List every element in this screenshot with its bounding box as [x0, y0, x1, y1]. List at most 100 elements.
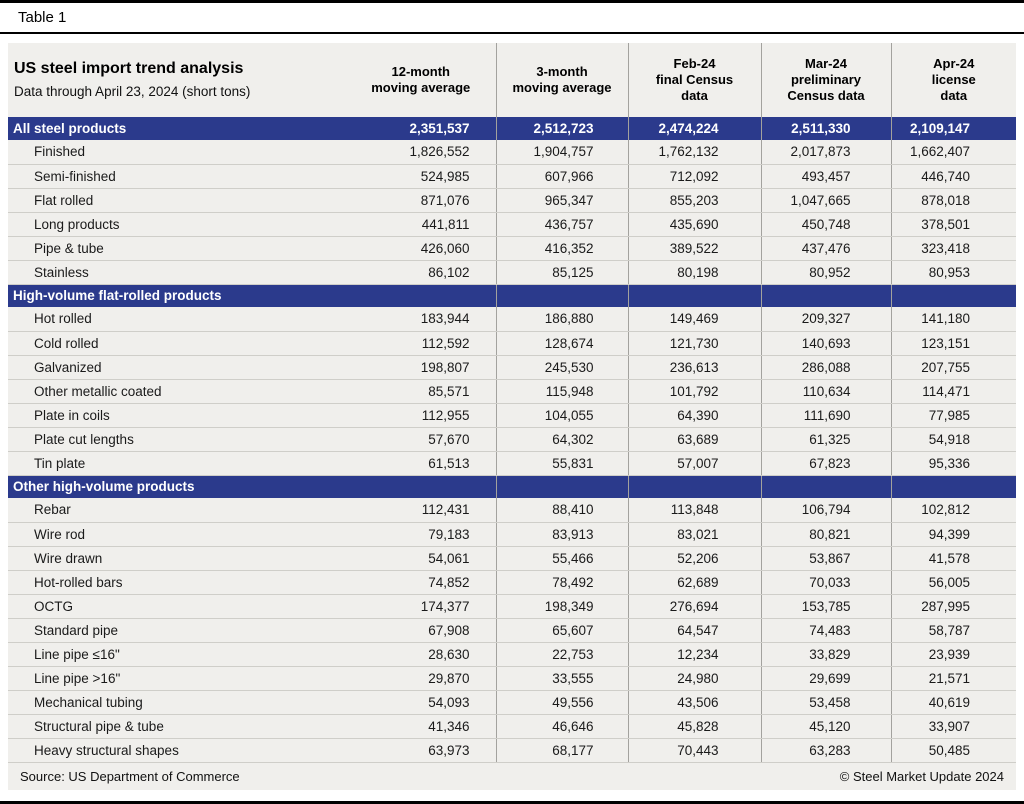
- table-row: Mechanical tubing 54,093 49,556 43,506 53,45…: [8, 690, 1016, 715]
- cell-value: 186,880: [495, 307, 628, 332]
- cell-value: 446,740: [890, 164, 1016, 189]
- cell-value: 57,007: [627, 451, 761, 476]
- cell-value: 323,418: [890, 236, 1016, 261]
- cell-value: 70,443: [627, 738, 761, 763]
- cell-value: 80,198: [627, 260, 761, 285]
- column-header-mar-24: Mar-24 preliminary Census data: [760, 43, 891, 117]
- table-row: Semi-finished 524,985 607,966 712,092 493,45…: [8, 164, 1016, 189]
- cell-value: [890, 475, 1016, 498]
- cell-value: 53,458: [760, 690, 891, 715]
- cell-value: 389,522: [627, 236, 761, 261]
- cell-value: 209,327: [760, 307, 891, 332]
- column-header-line: data: [681, 88, 708, 103]
- cell-value: [627, 284, 761, 307]
- cell-value: 55,831: [495, 451, 628, 476]
- cell-value: 79,183: [346, 522, 496, 547]
- table-row: Wire rod 79,183 83,913 83,021 80,821 94,399: [8, 522, 1016, 547]
- table-subtitle: Data through April 23, 2024 (short tons): [14, 83, 251, 99]
- cell-value: 33,829: [760, 642, 891, 667]
- cell-value: 29,870: [346, 666, 496, 691]
- cell-value: 83,913: [495, 522, 628, 547]
- cell-value: 64,302: [495, 427, 628, 452]
- row-label: Long products: [8, 212, 346, 237]
- cell-value: 153,785: [760, 594, 891, 619]
- cell-value: [890, 284, 1016, 307]
- cell-value: 46,646: [495, 714, 628, 739]
- table-row: Hot rolled 183,944 186,880 149,469 209,327 14…: [8, 307, 1016, 332]
- row-label: Wire drawn: [8, 546, 346, 571]
- column-header-line: 3-month: [536, 64, 588, 79]
- cell-value: 83,021: [627, 522, 761, 547]
- table-row: Heavy structural shapes 63,973 68,177 70,44…: [8, 738, 1016, 763]
- cell-value: 80,953: [890, 260, 1016, 285]
- copyright-note: © Steel Market Update 2024: [839, 768, 1004, 784]
- table-row: Flat rolled 871,076 965,347 855,203 1,047,66…: [8, 188, 1016, 213]
- table-row: Other metallic coated 85,571 115,948 101,79…: [8, 379, 1016, 404]
- caption-row: Table 1: [0, 3, 1024, 32]
- cell-value: 2,512,723: [495, 117, 628, 140]
- cell-value: 113,848: [627, 498, 761, 523]
- cell-value: 61,325: [760, 427, 891, 452]
- row-label: Structural pipe & tube: [8, 714, 346, 739]
- cell-value: 22,753: [495, 642, 628, 667]
- row-label: Flat rolled: [8, 188, 346, 213]
- cell-value: 287,995: [890, 594, 1016, 619]
- row-label: High-volume flat-rolled products: [8, 284, 346, 307]
- row-label: Other metallic coated: [8, 379, 346, 404]
- row-label: Hot rolled: [8, 307, 346, 332]
- column-header-line: moving average: [512, 80, 612, 95]
- cell-value: 61,513: [346, 451, 496, 476]
- row-label: Mechanical tubing: [8, 690, 346, 715]
- cell-value: 207,755: [890, 355, 1016, 380]
- cell-value: 80,821: [760, 522, 891, 547]
- cell-value: 450,748: [760, 212, 891, 237]
- cell-value: [346, 475, 496, 498]
- cell-value: 80,952: [760, 260, 891, 285]
- cell-value: 50,485: [890, 738, 1016, 763]
- cell-value: 70,033: [760, 570, 891, 595]
- cell-value: 67,823: [760, 451, 891, 476]
- top-rule: [0, 0, 1024, 3]
- cell-value: 855,203: [627, 188, 761, 213]
- cell-value: 276,694: [627, 594, 761, 619]
- row-label: Standard pipe: [8, 618, 346, 643]
- cell-value: 74,852: [346, 570, 496, 595]
- table-title: US steel import trend analysis: [14, 59, 244, 77]
- table-body: All steel products 2,351,537 2,512,723 2,47…: [8, 117, 1016, 763]
- section-row: All steel products 2,351,537 2,512,723 2,47…: [8, 117, 1016, 140]
- section-row: Other high-volume products: [8, 475, 1016, 498]
- cell-value: 95,336: [890, 451, 1016, 476]
- cell-value: 24,980: [627, 666, 761, 691]
- cell-value: [346, 284, 496, 307]
- table-row: Finished 1,826,552 1,904,757 1,762,132 2,017…: [8, 140, 1016, 165]
- table-row: Cold rolled 112,592 128,674 121,730 140,693 1…: [8, 331, 1016, 356]
- table-row: Tin plate 61,513 55,831 57,007 67,823 95,336: [8, 451, 1016, 476]
- table-row: Galvanized 198,807 245,530 236,613 286,088 20…: [8, 355, 1016, 380]
- cell-value: 21,571: [890, 666, 1016, 691]
- cell-value: 65,607: [495, 618, 628, 643]
- cell-value: 43,506: [627, 690, 761, 715]
- table-row: Rebar 112,431 88,410 113,848 106,794 102,812: [8, 498, 1016, 523]
- row-label: Line pipe >16": [8, 666, 346, 691]
- row-label: Plate in coils: [8, 403, 346, 428]
- row-label: Semi-finished: [8, 164, 346, 189]
- cell-value: 58,787: [890, 618, 1016, 643]
- cell-value: 1,904,757: [495, 140, 628, 165]
- cell-value: 112,592: [346, 331, 496, 356]
- column-header-apr-24: Apr-24 license data: [890, 43, 1016, 117]
- cell-value: 45,120: [760, 714, 891, 739]
- cell-value: 1,762,132: [627, 140, 761, 165]
- source-note: Source: US Department of Commerce: [20, 768, 240, 784]
- cell-value: 1,662,407: [890, 140, 1016, 165]
- cell-value: 416,352: [495, 236, 628, 261]
- cell-value: 426,060: [346, 236, 496, 261]
- table-title-cell: US steel import trend analysis Data thro…: [8, 43, 346, 117]
- cell-value: 524,985: [346, 164, 496, 189]
- cell-value: 64,390: [627, 403, 761, 428]
- cell-value: 41,578: [890, 546, 1016, 571]
- cell-value: 63,689: [627, 427, 761, 452]
- row-label: Line pipe ≤16": [8, 642, 346, 667]
- row-label: Plate cut lengths: [8, 427, 346, 452]
- data-table: US steel import trend analysis Data thro…: [8, 43, 1016, 763]
- cell-value: 123,151: [890, 331, 1016, 356]
